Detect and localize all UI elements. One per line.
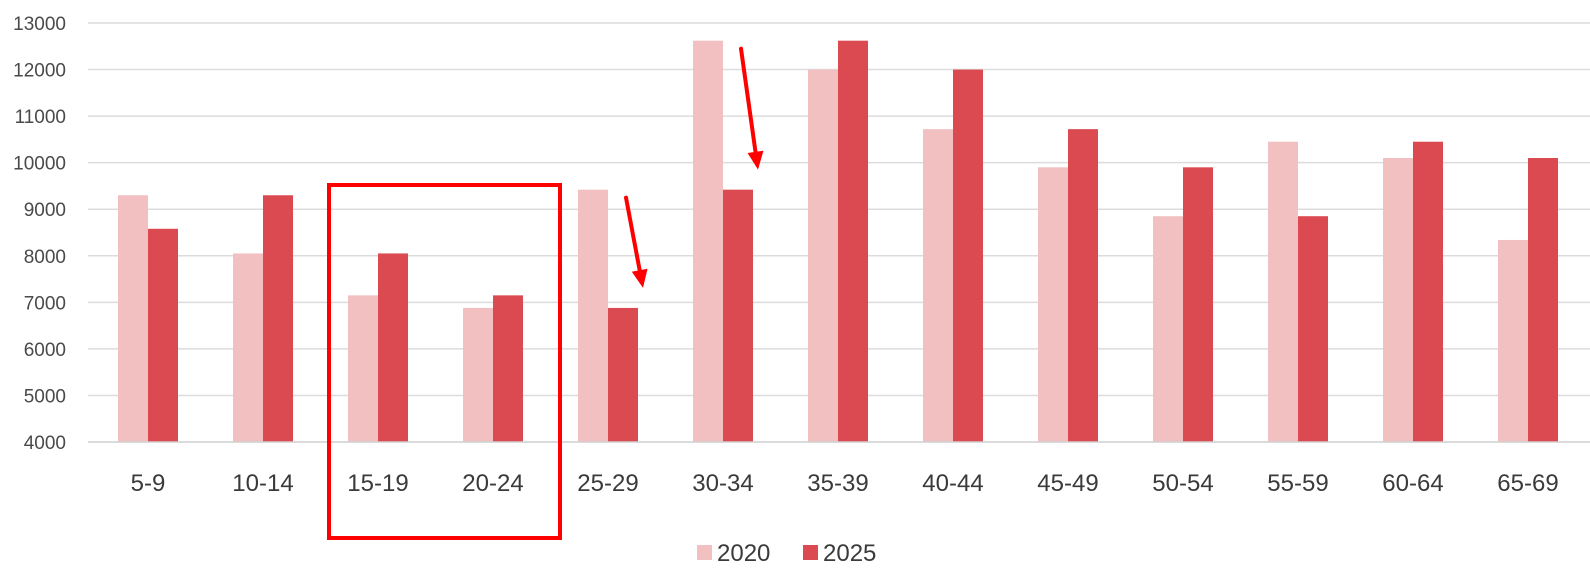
x-tick-label: 60-64 (1382, 470, 1443, 497)
bar-2025-20-24 (493, 295, 523, 442)
bar-2020-25-29 (578, 189, 608, 442)
y-axis-ticks: 4000 5000 6000 7000 8000 9000 10000 11000 12000 1… (13, 14, 66, 454)
bar-2020-40-44 (923, 129, 953, 442)
x-tick-label: 45-49 (1037, 470, 1098, 497)
bar-2020-50-54 (1153, 216, 1183, 442)
x-axis-ticks: 5-9 10-14 15-19 20-24 25-29 30-34 35-39 40-44 45… (131, 470, 1559, 497)
x-tick-label: 20-24 (462, 470, 523, 497)
x-tick-label: 55-59 (1267, 470, 1328, 497)
x-tick-label: 65-69 (1497, 470, 1558, 497)
y-tick-label: 8000 (24, 247, 66, 268)
bar-2025-40-44 (953, 69, 983, 443)
x-tick-label: 25-29 (577, 470, 638, 497)
y-tick-label: 12000 (13, 61, 66, 82)
highlight-box (327, 183, 562, 540)
legend: 2020 2025 (697, 540, 876, 567)
x-tick-label: 15-19 (347, 470, 408, 497)
bar-2025-5-9 (148, 228, 178, 442)
x-tick-label: 30-34 (692, 470, 753, 497)
bar-2020-30-34 (693, 40, 723, 443)
bar-2020-35-39 (808, 69, 838, 443)
legend-swatch-2020 (697, 545, 712, 560)
bar-2020-60-64 (1383, 158, 1413, 442)
legend-label: 2025 (823, 540, 876, 567)
y-tick-label: 6000 (24, 340, 66, 361)
x-tick-label: 40-44 (922, 470, 983, 497)
bar-2025-60-64 (1413, 141, 1443, 442)
bar-2025-50-54 (1183, 167, 1213, 443)
bar-2020-20-24 (463, 307, 493, 442)
annotations (327, 46, 764, 540)
arrow-25-29 (624, 195, 648, 288)
arrow-30-34 (739, 46, 764, 170)
y-tick-label: 7000 (24, 293, 66, 314)
x-tick-label: 35-39 (807, 470, 868, 497)
bar-2020-5-9 (118, 195, 148, 442)
bar-2020-65-69 (1498, 239, 1528, 442)
y-tick-label: 5000 (24, 386, 66, 407)
bar-2020-15-19 (348, 295, 378, 442)
bar-2025-30-34 (723, 189, 753, 442)
x-tick-label: 5-9 (131, 470, 166, 497)
bar-2025-35-39 (838, 40, 868, 443)
bar-2020-45-49 (1038, 167, 1068, 443)
x-tick-label: 50-54 (1152, 470, 1213, 497)
bar-2025-65-69 (1528, 158, 1558, 442)
bar-2025-10-14 (263, 195, 293, 442)
y-tick-label: 11000 (15, 107, 66, 128)
y-tick-label: 13000 (13, 14, 66, 35)
x-tick-label: 10-14 (232, 470, 293, 497)
bar-2025-25-29 (608, 307, 638, 442)
y-tick-label: 9000 (24, 200, 66, 221)
bars (118, 40, 1558, 443)
y-tick-label: 10000 (13, 154, 66, 175)
bar-2020-55-59 (1268, 141, 1298, 442)
legend-swatch-2025 (803, 545, 818, 560)
bar-2020-10-14 (233, 253, 263, 442)
bar-2025-55-59 (1298, 216, 1328, 442)
y-tick-label: 4000 (24, 433, 66, 454)
legend-label: 2020 (717, 540, 770, 567)
bar-2025-15-19 (378, 253, 408, 442)
bar-2025-45-49 (1068, 129, 1098, 442)
